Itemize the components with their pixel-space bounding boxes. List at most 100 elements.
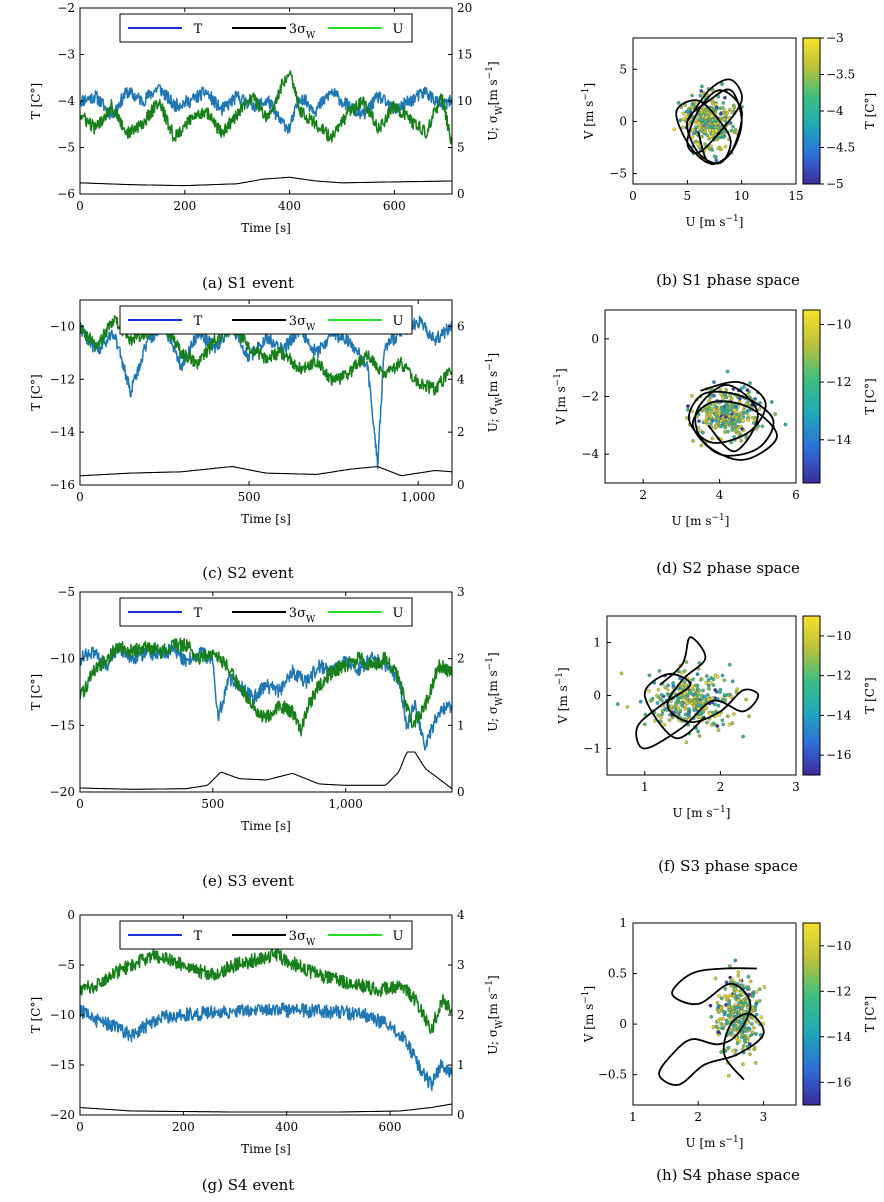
data-point (680, 704, 685, 709)
data-point (719, 1050, 724, 1054)
x-tick-label: 0 (76, 199, 84, 213)
y-axis-label: V [m s−1] (555, 667, 570, 724)
series-line-3sigma-w (80, 1103, 452, 1113)
data-point (751, 415, 755, 420)
data-point (757, 999, 762, 1003)
y-axis-label-right: U; σW [m s−1] (485, 61, 505, 140)
data-point (705, 407, 710, 412)
data-point (671, 683, 676, 688)
data-point (704, 674, 709, 678)
y-tick-label-right: 4 (457, 908, 465, 922)
data-point (709, 696, 714, 701)
y-tick-label-right: 4 (457, 372, 465, 386)
data-point (712, 380, 716, 384)
data-point (733, 987, 738, 991)
data-point (757, 407, 762, 411)
plot-area (80, 70, 452, 187)
data-point (687, 108, 691, 113)
panel-caption: (e) S3 event (202, 872, 294, 890)
panel-caption: (c) S2 event (202, 564, 293, 582)
y-axis-label-left: T [C°] (29, 674, 43, 710)
y-tick-label-left: −10 (50, 319, 75, 333)
data-point (656, 713, 661, 718)
x-axis-label: Time [s] (241, 221, 291, 235)
data-point (703, 129, 707, 134)
data-point (669, 704, 674, 709)
x-tick-label: 1 (641, 780, 649, 794)
data-point (625, 705, 630, 709)
data-point (703, 695, 707, 699)
x-tick-label: 5 (684, 189, 692, 203)
data-point (759, 1015, 764, 1020)
data-point (747, 1042, 752, 1046)
data-point (708, 395, 713, 400)
y-tick-label-right: 0 (457, 785, 465, 799)
data-point (709, 676, 714, 680)
data-point (730, 411, 734, 416)
plot-frame (79, 591, 453, 793)
data-point (718, 1017, 723, 1021)
y-tick-label: −4 (581, 447, 599, 461)
data-point (696, 121, 701, 125)
data-point (732, 990, 737, 995)
legend-entry: T (194, 314, 203, 329)
data-point (741, 1062, 745, 1067)
data-point (730, 1005, 735, 1010)
x-tick-label: 200 (173, 199, 196, 213)
colorbar-label: T [C°] (863, 677, 877, 713)
data-point (704, 420, 709, 425)
data-point (717, 1009, 722, 1014)
data-point (737, 430, 742, 435)
series-line-u (80, 70, 452, 145)
data-point (690, 394, 694, 398)
data-point (727, 1000, 732, 1004)
data-point (681, 111, 686, 116)
y-tick-label-left: −12 (50, 372, 75, 386)
data-point (714, 105, 719, 110)
data-point (698, 677, 703, 682)
colorbar-tick-label: −12 (826, 984, 851, 998)
data-point (735, 1041, 740, 1046)
data-point (730, 679, 735, 684)
series-line-t (80, 1002, 452, 1092)
scatter-chart-h: 1 2 3 −0.5 0 0.5 1 U [m s−1] V [m s−1] −16 −14 −12 −… (581, 916, 877, 1184)
data-point (657, 669, 662, 673)
x-tick-label: 1,000 (329, 797, 363, 811)
y-tick-label: 0 (619, 1017, 627, 1031)
data-point (739, 438, 744, 443)
data-point (705, 693, 710, 697)
data-point (697, 125, 702, 130)
colorbar-tick-label: −14 (826, 1030, 852, 1044)
x-axis-label: U [m s−1] (672, 513, 730, 528)
y-tick-label-left: −10 (50, 1008, 75, 1022)
data-point (751, 993, 756, 998)
data-point (722, 678, 727, 683)
x-axis-label: Time [s] (241, 1142, 291, 1156)
data-point (691, 439, 695, 443)
data-point (727, 414, 732, 419)
data-point (720, 673, 725, 678)
x-tick-label: 600 (379, 1120, 402, 1134)
data-point (719, 1022, 724, 1026)
data-point (682, 669, 687, 673)
data-point (735, 687, 740, 692)
data-point (703, 123, 708, 127)
data-point (674, 709, 678, 713)
trajectory-line (688, 380, 778, 461)
y-tick-label-left: −3 (57, 48, 75, 62)
data-point (693, 139, 698, 144)
x-tick-label: 2 (694, 1110, 702, 1124)
data-point (714, 404, 718, 409)
data-point (760, 424, 765, 429)
data-point (711, 1025, 716, 1029)
legend: T 3σW U (119, 597, 413, 627)
data-point (680, 125, 685, 130)
line-chart-c: 0 500 1,000 −16 −14 −12 −10 0 2 4 6 Time [s] T [C°] U… (29, 299, 505, 582)
data-point (741, 992, 745, 997)
scatter-chart-d: 2 4 6 −4 −2 0 U [m s−1] V [m s−1] −14 −12 −10 T [C°… (553, 309, 877, 577)
data-point (688, 698, 693, 703)
x-axis-label: U [m s−1] (686, 214, 744, 229)
data-point (723, 144, 728, 149)
